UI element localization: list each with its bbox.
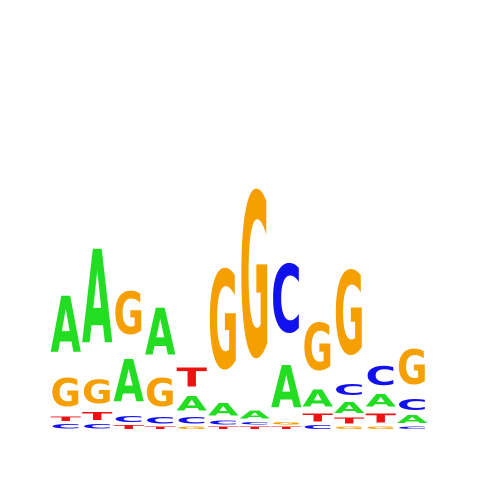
logo-letter-c: C: [303, 424, 333, 430]
logo-letter-t: T: [145, 426, 176, 430]
logo-letter-c: C: [82, 423, 112, 431]
logo-letter-a: A: [208, 401, 239, 420]
logo-letter-a: A: [365, 392, 396, 411]
logo-letter-a: A: [82, 225, 112, 374]
logo-letter-c: C: [271, 246, 301, 353]
logo-letter-a: A: [51, 281, 81, 370]
logo-letter-t: T: [303, 412, 333, 424]
logo-letter-a: A: [271, 353, 301, 421]
logo-letter-t: T: [114, 424, 145, 430]
logo-letter-c: C: [177, 415, 207, 425]
logo-letter-t: T: [51, 415, 82, 423]
logo-letter-t: T: [82, 411, 112, 423]
logo-letter-g: G: [334, 249, 364, 381]
logo-letter-t: T: [240, 426, 271, 430]
logo-letter-g: G: [145, 370, 175, 415]
logo-letter-c: C: [208, 420, 238, 426]
logo-letter-g: G: [397, 341, 427, 397]
logo-letter-a: A: [334, 399, 365, 417]
logo-letter-a: A: [114, 347, 144, 415]
logo-letter-t: T: [334, 416, 365, 425]
logo-letter-c: C: [397, 426, 427, 430]
logo-letter-a: A: [397, 413, 428, 425]
logo-letter-g: G: [114, 281, 144, 348]
logo-letter-a: A: [176, 393, 207, 415]
logo-letter-t: T: [365, 410, 396, 425]
logo-letter-g: G: [334, 426, 365, 431]
logo-letter-c: C: [113, 415, 144, 424]
logo-letter-a: A: [145, 296, 175, 371]
logo-letter-g: G: [208, 244, 238, 401]
logo-letter-a: A: [240, 409, 271, 421]
logo-letter-g: G: [271, 421, 302, 426]
logo-letter-g: G: [51, 370, 81, 415]
logo-letter-c: C: [334, 381, 365, 399]
logo-letter-c: C: [145, 415, 175, 425]
logo-letter-t: T: [177, 362, 208, 392]
logo-letter-g: G: [240, 147, 270, 408]
logo-letter-c: C: [51, 423, 81, 431]
logo-letter-c: C: [397, 396, 428, 414]
logo-letter-g: G: [82, 374, 113, 411]
logo-letter-c: C: [240, 421, 270, 425]
logo-letter-t: T: [271, 426, 302, 430]
logo-letter-a: A: [303, 385, 334, 412]
logo-letter-t: T: [208, 426, 239, 430]
logo-letter-g: G: [176, 426, 207, 431]
logo-letter-g: G: [365, 426, 396, 431]
logo-letter-c: C: [365, 362, 396, 392]
logo-letter-g: G: [303, 311, 333, 386]
